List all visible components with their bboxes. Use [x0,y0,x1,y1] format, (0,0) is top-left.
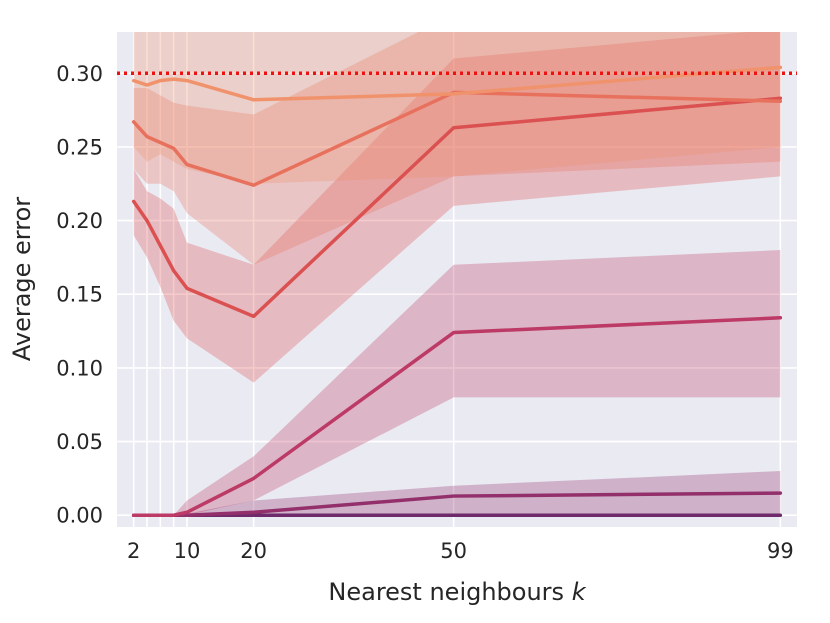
x-tick-label: 99 [767,539,794,563]
x-axis-label-var: k [572,578,587,606]
series-line-2 [131,316,783,517]
series-line-4 [131,90,783,187]
series-lines [131,65,783,517]
x-tick-label: 2 [127,539,140,563]
y-tick-label: 0.15 [56,283,103,307]
x-tick-label: 20 [240,539,267,563]
series-band-4 [133,32,781,265]
series-line-5 [131,65,783,102]
y-tick-label: 0.25 [56,135,103,159]
y-tick-label: 0.20 [56,209,103,233]
series-line-3 [131,96,783,319]
x-axis-label: Nearest neighbours k [328,578,586,606]
series-band-5 [133,32,781,184]
y-tick-label: 0.00 [56,504,103,528]
x-tick-labels: 2 10 20 50 99 [127,539,794,563]
y-tick-label: 0.10 [56,356,103,380]
y-axis-label: Average error [8,197,36,361]
x-axis-label-text: Nearest neighbours [328,578,564,606]
plot-background [117,32,797,527]
series-band-1 [133,471,781,516]
y-tick-label: 0.30 [56,62,103,86]
y-tick-labels: 0.00 0.05 0.10 0.15 0.20 0.25 0.30 [56,62,103,528]
x-tick-label: 50 [440,539,467,563]
y-tick-label: 0.05 [56,430,103,454]
x-tick-label: 10 [174,539,201,563]
series-band-3 [133,32,781,383]
